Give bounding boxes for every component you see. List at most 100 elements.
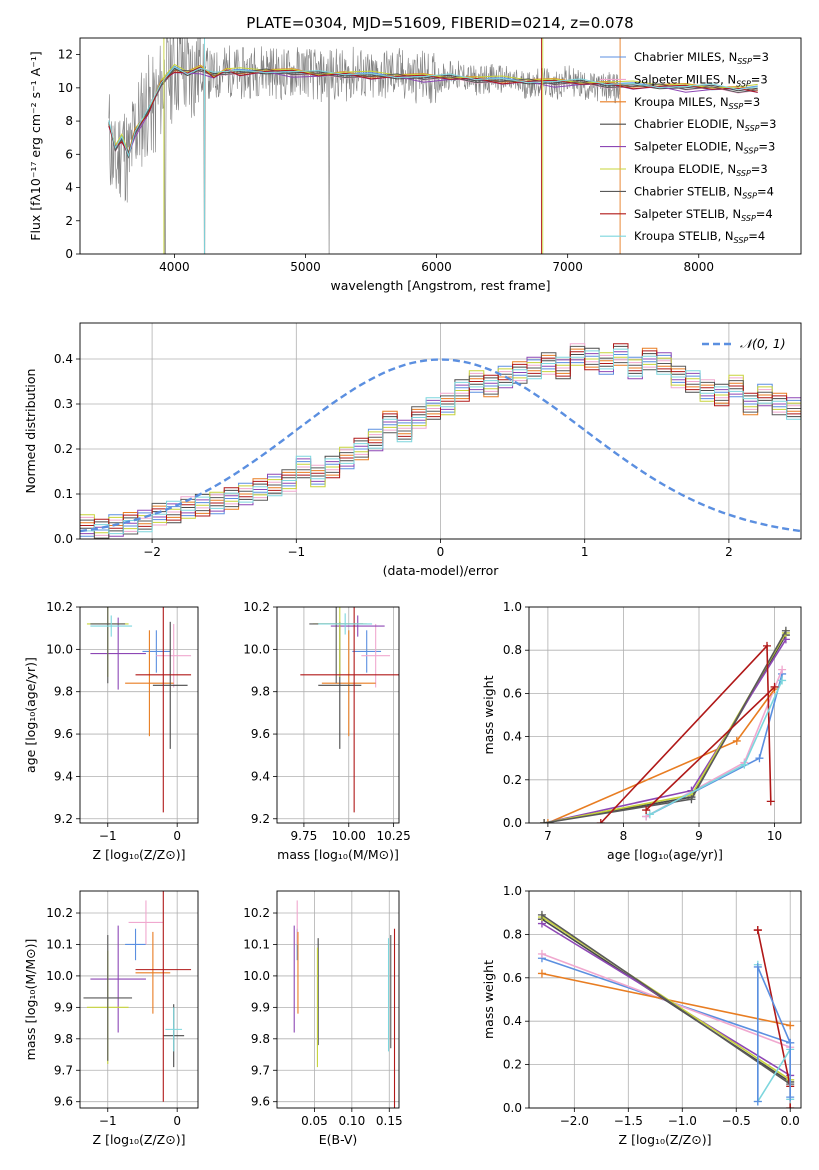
x-axis-label: E(B-V) [319, 1132, 358, 1147]
y-axis-label: Flux [fλ10⁻¹⁷ erg cm⁻² s⁻¹ A⁻¹] [28, 51, 43, 240]
weight-line [541, 914, 791, 1085]
axes-frame [79, 606, 199, 824]
y-tick-label: 9.7 [251, 1063, 270, 1077]
model-line [108, 66, 758, 158]
x-tick-label: 0 [173, 1114, 181, 1128]
y-tick-label: 0.6 [503, 971, 522, 985]
y-tick-label: 9.8 [251, 685, 270, 699]
axes-frame [528, 890, 802, 1109]
x-tick-label: 0.15 [376, 1114, 403, 1128]
y-tick-label: 10.2 [243, 600, 270, 614]
x-tick-label: 9.75 [291, 829, 318, 843]
x-axis-label: (data-model)/error [383, 563, 500, 578]
z-weight-plot-area [537, 910, 795, 1108]
weight-marker [645, 810, 654, 819]
axes-frame [79, 890, 199, 1109]
histogram-step [80, 347, 801, 539]
histogram-step [80, 343, 801, 529]
x-axis-label: wavelength [Angstrom, rest frame] [330, 278, 550, 293]
x-axis-label: mass [log₁₀(M/M⊙)] [277, 847, 399, 862]
x-tick-label: 0 [437, 545, 445, 559]
axes-frame [276, 890, 400, 1109]
legend-entry: Kroupa ELODIE, NSSP=3 [634, 162, 768, 178]
y-tick-label: 0.4 [503, 1014, 522, 1028]
weight-marker [543, 819, 552, 823]
weight-marker [596, 819, 605, 823]
legend-entry: Chabrier STELIB, NSSP=4 [634, 184, 774, 200]
weight-marker [766, 797, 775, 806]
y-axis-label: Normed distribution [23, 369, 38, 494]
y-tick-label: 10.0 [243, 642, 270, 656]
weight-marker [770, 682, 779, 691]
y-tick-label: 10.0 [46, 642, 73, 656]
observed-spectrum-line [108, 38, 621, 254]
y-axis-label: age [log₁₀(age/yr)] [23, 657, 38, 773]
weight-line [543, 638, 787, 823]
x-axis-label: Z [log₁₀(Z/Z⊙)] [93, 847, 186, 862]
z-weight-panel: −2.0 −1.5 −1.0 −0.5 0.0 0.0 0.2 0.4 0.6 0.8 1.0 Z [… [481, 884, 802, 1147]
y-tick-label: 9.8 [54, 685, 73, 699]
y-tick-label: 9.4 [54, 769, 73, 783]
y-tick-label: 10.1 [243, 937, 270, 951]
weight-marker [642, 806, 651, 815]
histogram-step [80, 352, 801, 534]
x-tick-label: 0.05 [301, 1114, 328, 1128]
spectrum-legend: Chabrier MILES, NSSP=3 Salpeter MILES, NS… [600, 50, 776, 245]
weight-marker [537, 910, 546, 919]
x-tick-label: 9 [695, 829, 703, 843]
y-tick-label: 9.9 [54, 1000, 73, 1014]
weight-marker [755, 754, 764, 763]
x-tick-label: 8000 [683, 260, 714, 274]
y-tick-label: 0 [65, 247, 73, 261]
spectrum-panel: 4000 5000 6000 7000 8000 0 2 4 6 8 10 12 wavelength … [28, 37, 802, 293]
x-tick-label: 10.00 [332, 829, 366, 843]
y-tick-label: 9.7 [54, 1063, 73, 1077]
y-tick-label: 6 [65, 147, 73, 161]
mass-age-plot-area [300, 607, 399, 813]
y-tick-label: 0.2 [503, 773, 522, 787]
weight-marker [786, 1093, 795, 1102]
weight-marker [732, 736, 741, 745]
y-tick-label: 10.0 [46, 969, 73, 983]
x-tick-label: 10.25 [376, 829, 410, 843]
x-tick-label: 5000 [290, 260, 321, 274]
y-tick-label: 9.8 [54, 1032, 73, 1046]
x-tick-label: −1.5 [614, 1114, 643, 1128]
histogram-step [80, 354, 801, 537]
x-tick-label: 0 [173, 829, 181, 843]
weight-line [757, 966, 791, 1102]
y-tick-label: 1.0 [503, 884, 522, 898]
y-tick-label: 9.9 [251, 1000, 270, 1014]
y-tick-label: 9.4 [251, 769, 270, 783]
y-tick-label: 9.2 [54, 812, 73, 826]
x-tick-label: −1 [99, 829, 117, 843]
x-tick-label: 10 [767, 829, 782, 843]
y-tick-label: 10.2 [46, 600, 73, 614]
axes-frame [276, 606, 400, 824]
weight-line [645, 686, 776, 811]
axes-frame [79, 37, 802, 255]
weight-marker [753, 1097, 762, 1106]
weight-marker [540, 819, 549, 823]
y-tick-label: 9.8 [251, 1032, 270, 1046]
y-tick-label: 10.2 [46, 906, 73, 920]
y-tick-label: 9.6 [54, 1095, 73, 1109]
y-tick-label: 10.0 [243, 969, 270, 983]
legend-entry: Salpeter MILES, NSSP=3 [634, 72, 768, 88]
weight-marker [740, 760, 749, 769]
y-tick-label: 0.2 [503, 1058, 522, 1072]
weight-marker [537, 969, 546, 978]
mass-age-panel: 9.75 10.00 10.25 9.2 9.4 9.6 9.8 10.0 10.2 mass [… [243, 600, 411, 862]
x-tick-label: 6000 [421, 260, 452, 274]
x-tick-label: 2 [725, 545, 733, 559]
x-tick-label: −1.0 [668, 1114, 697, 1128]
residuals-plot-area [80, 343, 801, 539]
ebv-mass-panel: 0.05 0.10 0.15 9.6 9.7 9.8 9.9 10.0 10.1 10.2 E(B-… [243, 890, 403, 1147]
x-axis-label: Z [log₁₀(Z/Z⊙)] [619, 1132, 712, 1147]
y-tick-label: 0.0 [503, 816, 522, 830]
age-weight-panel: 7 8 9 10 0.0 0.2 0.4 0.6 0.8 1.0 age [log₁₀(age/yr… [481, 600, 802, 862]
z-mass-panel: −1 0 9.6 9.7 9.8 9.9 10.0 10.1 10.2 Z [log₁₀(Z/Z⊙… [23, 890, 199, 1147]
z-age-plot-area [86, 607, 192, 813]
weight-marker [786, 1021, 795, 1030]
weight-marker [786, 1104, 795, 1108]
